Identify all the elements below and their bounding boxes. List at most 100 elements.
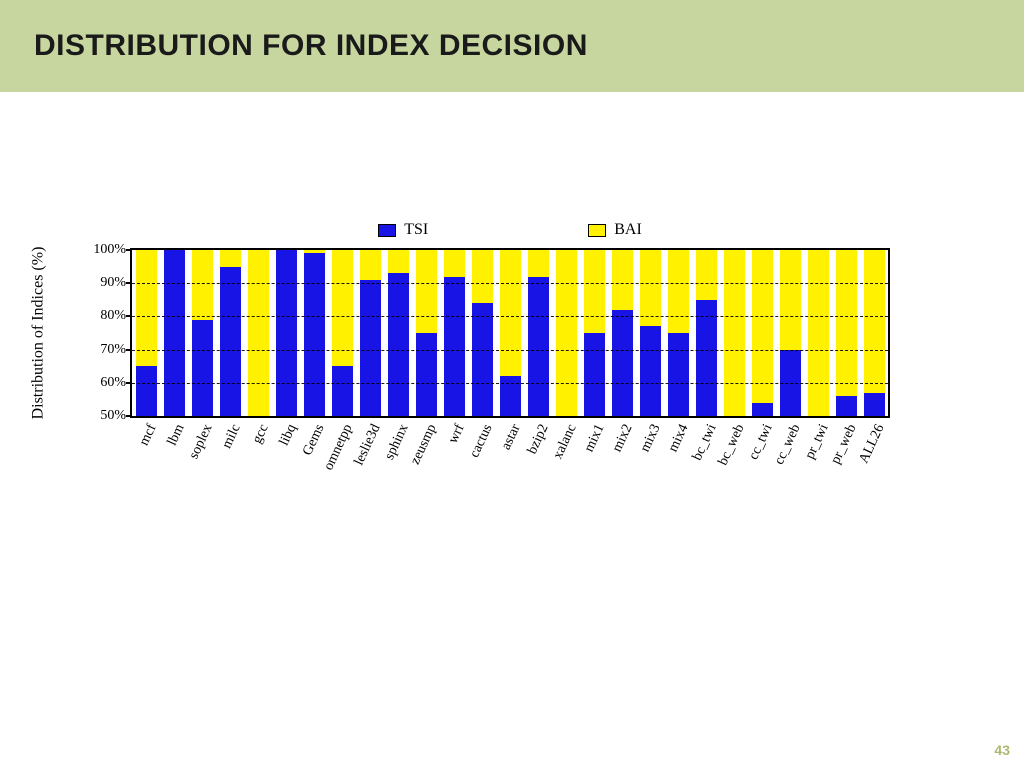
bar-seg-bai: [500, 250, 521, 376]
bar-seg-bai: [248, 250, 269, 416]
x-label: soplex: [187, 422, 217, 462]
legend-item-tsi: TSI: [378, 220, 428, 240]
x-label: gcc: [250, 422, 273, 446]
bar-seg-tsi: [332, 366, 353, 416]
bar-slot: [272, 250, 300, 416]
legend-item-bai: BAI: [588, 220, 642, 240]
chart-container: TSI BAI Distribution of Indices (%) mcfl…: [130, 248, 890, 418]
bar-seg-tsi: [164, 250, 185, 416]
bar-slot: [720, 250, 748, 416]
bar-cc_web: [779, 250, 801, 416]
bar-slot: [692, 250, 720, 416]
bar-soplex: [191, 250, 213, 416]
x-label: leslie3d: [352, 422, 385, 468]
bar-seg-tsi: [612, 310, 633, 416]
bar-slot: [580, 250, 608, 416]
gridline: [132, 316, 888, 317]
bar-cactus: [471, 250, 493, 416]
y-tick-label: 60%: [100, 375, 132, 391]
bar-seg-tsi: [584, 333, 605, 416]
x-label: bc_web: [716, 422, 749, 468]
x-label: lbm: [165, 422, 189, 449]
bar-slot: [636, 250, 664, 416]
bar-seg-tsi: [388, 273, 409, 416]
bars-layer: [132, 250, 888, 416]
bar-seg-bai: [556, 250, 577, 416]
bar-seg-tsi: [472, 303, 493, 416]
bar-slot: [608, 250, 636, 416]
x-label: milc: [219, 422, 244, 451]
bar-seg-tsi: [220, 267, 241, 416]
bar-seg-bai: [780, 250, 801, 350]
bar-zeusmp: [415, 250, 437, 416]
y-axis-title-container: Distribution of Indices (%): [28, 248, 48, 418]
y-tick-label: 100%: [93, 242, 132, 258]
y-axis-title: Distribution of Indices (%): [29, 247, 47, 420]
chart-legend: TSI BAI: [130, 220, 890, 240]
bar-seg-tsi: [444, 277, 465, 416]
bar-slot: [160, 250, 188, 416]
bar-slot: [832, 250, 860, 416]
bar-mix3: [639, 250, 661, 416]
y-tick-label: 80%: [100, 308, 132, 324]
bar-pr_twi: [807, 250, 829, 416]
x-label: astar: [499, 422, 525, 453]
x-label: bzip2: [525, 422, 553, 457]
bar-seg-tsi: [640, 326, 661, 416]
bar-xalanc: [555, 250, 577, 416]
bar-cc_twi: [751, 250, 773, 416]
bar-astar: [499, 250, 521, 416]
bar-Gems: [303, 250, 325, 416]
x-label: mix1: [582, 422, 609, 455]
gridline: [132, 283, 888, 284]
bar-seg-bai: [864, 250, 885, 393]
gridline: [132, 350, 888, 351]
bar-slot: [468, 250, 496, 416]
bar-sphinx: [387, 250, 409, 416]
x-label: libq: [277, 422, 301, 449]
x-label: pr_twi: [803, 422, 833, 462]
y-tick-label: 70%: [100, 342, 132, 358]
bar-seg-bai: [752, 250, 773, 403]
bar-mcf: [135, 250, 157, 416]
bar-seg-bai: [192, 250, 213, 320]
x-label: Gems: [300, 422, 328, 458]
title-bar: DISTRIBUTION FOR INDEX DECISION: [0, 0, 1024, 92]
x-label: mix2: [610, 422, 637, 455]
x-label: cc_web: [772, 422, 805, 468]
x-label: cc_twi: [746, 422, 776, 463]
plot-area: mcflbmsoplexmilcgcclibqGemsomnetppleslie…: [130, 248, 890, 418]
bar-slot: [552, 250, 580, 416]
bar-bzip2: [527, 250, 549, 416]
y-tick-label: 90%: [100, 275, 132, 291]
bar-seg-bai: [612, 250, 633, 310]
bar-slot: [412, 250, 440, 416]
x-label: ALL26: [857, 422, 889, 466]
bar-pr_web: [835, 250, 857, 416]
bar-seg-tsi: [836, 396, 857, 416]
bar-seg-bai: [836, 250, 857, 396]
gridline: [132, 383, 888, 384]
bar-seg-bai: [668, 250, 689, 333]
x-label: cactus: [467, 422, 496, 460]
bar-slot: [356, 250, 384, 416]
plot-frame: Distribution of Indices (%) mcflbmsoplex…: [130, 248, 890, 418]
bar-leslie3d: [359, 250, 381, 416]
bar-slot: [776, 250, 804, 416]
bar-seg-tsi: [136, 366, 157, 416]
bar-slot: [860, 250, 888, 416]
x-label: mix3: [638, 422, 665, 455]
bar-seg-bai: [472, 250, 493, 303]
bar-bc_web: [723, 250, 745, 416]
bar-slot: [664, 250, 692, 416]
bar-seg-bai: [444, 250, 465, 277]
bar-seg-tsi: [528, 277, 549, 416]
bar-libq: [275, 250, 297, 416]
bar-seg-bai: [808, 250, 829, 416]
bar-seg-tsi: [360, 280, 381, 416]
x-label: wrf: [446, 422, 469, 446]
legend-swatch-tsi: [378, 224, 396, 237]
bar-slot: [748, 250, 776, 416]
bar-seg-bai: [724, 250, 745, 416]
x-label: zeusmp: [408, 422, 441, 468]
